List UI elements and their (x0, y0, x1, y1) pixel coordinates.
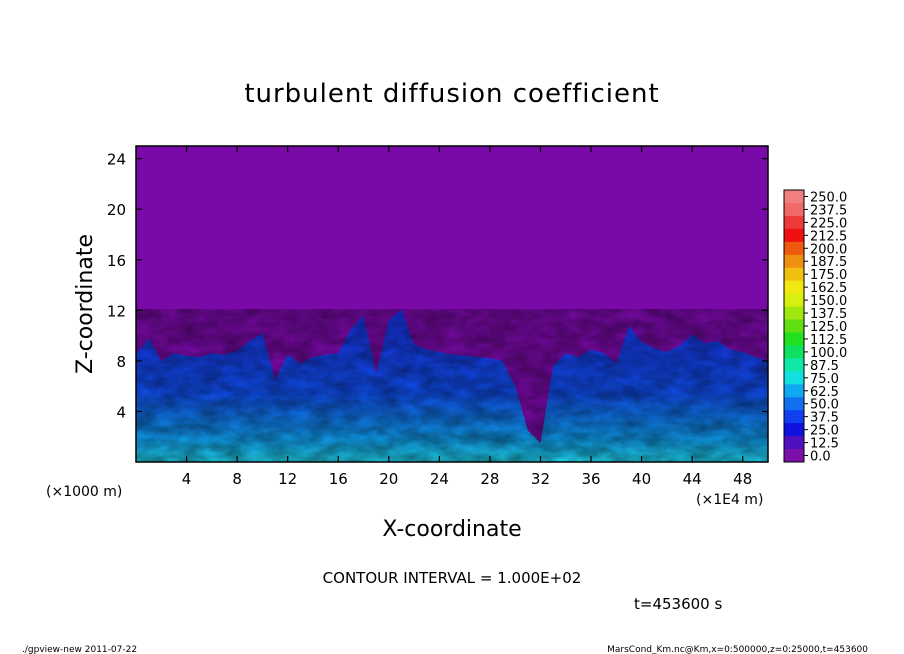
y-axis-label: Z-coordinate (73, 234, 98, 374)
turbulent-layer-texture (136, 309, 768, 462)
plot-frame (135, 145, 769, 463)
colorbar-level-label: 75.0 (810, 372, 839, 387)
x-tick-label: 48 (733, 470, 752, 488)
colorbar-swatch (784, 293, 804, 308)
x-tick-label: 4 (182, 470, 192, 488)
colorbar-level-label: 212.5 (810, 229, 847, 244)
x-tick-label: 16 (329, 470, 348, 488)
x-tick-label: 44 (683, 470, 702, 488)
colorbar-swatch (784, 384, 804, 398)
colorbar-level-label: 100.0 (810, 346, 847, 361)
colorbar-level-label: 137.5 (810, 307, 847, 322)
colorbar-level-label: 37.5 (810, 411, 839, 426)
y-tick-label: 16 (107, 252, 126, 270)
colorbar-swatch (784, 241, 804, 256)
colorbar-level-label: 62.5 (810, 385, 839, 400)
x-tick-label: 8 (232, 470, 242, 488)
colorbar-level-label: 125.0 (810, 320, 847, 335)
contour-interval: CONTOUR INTERVAL = 1.000E+02 (323, 569, 582, 587)
colorbar-level-label: 0.0 (810, 450, 831, 465)
colorbar-level-label: 112.5 (810, 333, 847, 348)
colorbar-swatch (784, 267, 804, 282)
x-axis: 4 8 12 16 20 24 28 32 36 40 44 48 (182, 146, 752, 488)
x-tick-label: 28 (480, 470, 499, 488)
time-label: t=453600 s (634, 595, 722, 613)
colorbar-level-label: 150.0 (810, 294, 847, 309)
colorbar-level-label: 200.0 (810, 242, 847, 257)
colorbar-swatch (784, 423, 804, 437)
x-tick-label: 24 (430, 470, 449, 488)
colorbar-swatch (784, 202, 804, 217)
y-tick-label: 20 (107, 201, 126, 219)
x-tick-label: 12 (278, 470, 297, 488)
colorbar-swatch (784, 280, 804, 295)
footer-left: ./gpview-new 2011-07-22 (22, 645, 137, 654)
colorbar-swatch (784, 371, 804, 385)
colorbar-swatch (784, 345, 804, 359)
colorbar-swatch (784, 397, 804, 411)
colorbar-level-label: 175.0 (810, 268, 847, 283)
colorbar-swatch (784, 449, 804, 463)
plot-area (136, 146, 768, 462)
colorbar-swatch (784, 358, 804, 372)
y-tick-label: 4 (116, 403, 126, 421)
x-axis-label: X-coordinate (382, 517, 521, 542)
colorbar-swatch (784, 228, 804, 243)
x-unit-right: (×1E4 m) (696, 492, 763, 508)
y-tick-label: 12 (107, 302, 126, 320)
x-tick-label: 36 (581, 470, 600, 488)
colorbar-swatch (784, 332, 804, 346)
x-tick-label: 32 (531, 470, 550, 488)
colorbar-swatch (784, 436, 804, 450)
chart-title: turbulent diffusion coefficient (244, 79, 659, 109)
colorbar-swatch (784, 254, 804, 269)
colorbar-level-label: 162.5 (810, 281, 847, 296)
colorbar-level-label: 25.0 (810, 424, 839, 439)
y-axis: 4 8 12 16 20 24 (107, 151, 768, 421)
colorbar: 250.0237.5225.0212.5200.0187.5175.0162.5… (783, 189, 847, 465)
y-tick-label: 24 (107, 151, 126, 169)
x-unit-left: (×1000 m) (46, 484, 122, 500)
colorbar-swatch (784, 306, 804, 321)
colorbar-swatch (784, 319, 804, 333)
colorbar-level-label: 225.0 (810, 216, 847, 231)
y-tick-label: 8 (116, 353, 126, 371)
colorbar-swatch (784, 190, 804, 204)
colorbar-level-label: 87.5 (810, 359, 839, 374)
footer-right: MarsCond_Km.nc@Km,x=0:500000,z=0:25000,t… (607, 645, 868, 654)
colorbar-level-label: 237.5 (810, 203, 847, 218)
colorbar-level-label: 50.0 (810, 398, 839, 413)
colorbar-level-label: 187.5 (810, 255, 847, 270)
colorbar-level-label: 12.5 (810, 437, 839, 452)
x-tick-label: 40 (632, 470, 651, 488)
x-tick-label: 20 (379, 470, 398, 488)
colorbar-swatch (784, 410, 804, 424)
colorbar-level-label: 250.0 (810, 190, 847, 205)
colorbar-swatch (784, 215, 804, 230)
